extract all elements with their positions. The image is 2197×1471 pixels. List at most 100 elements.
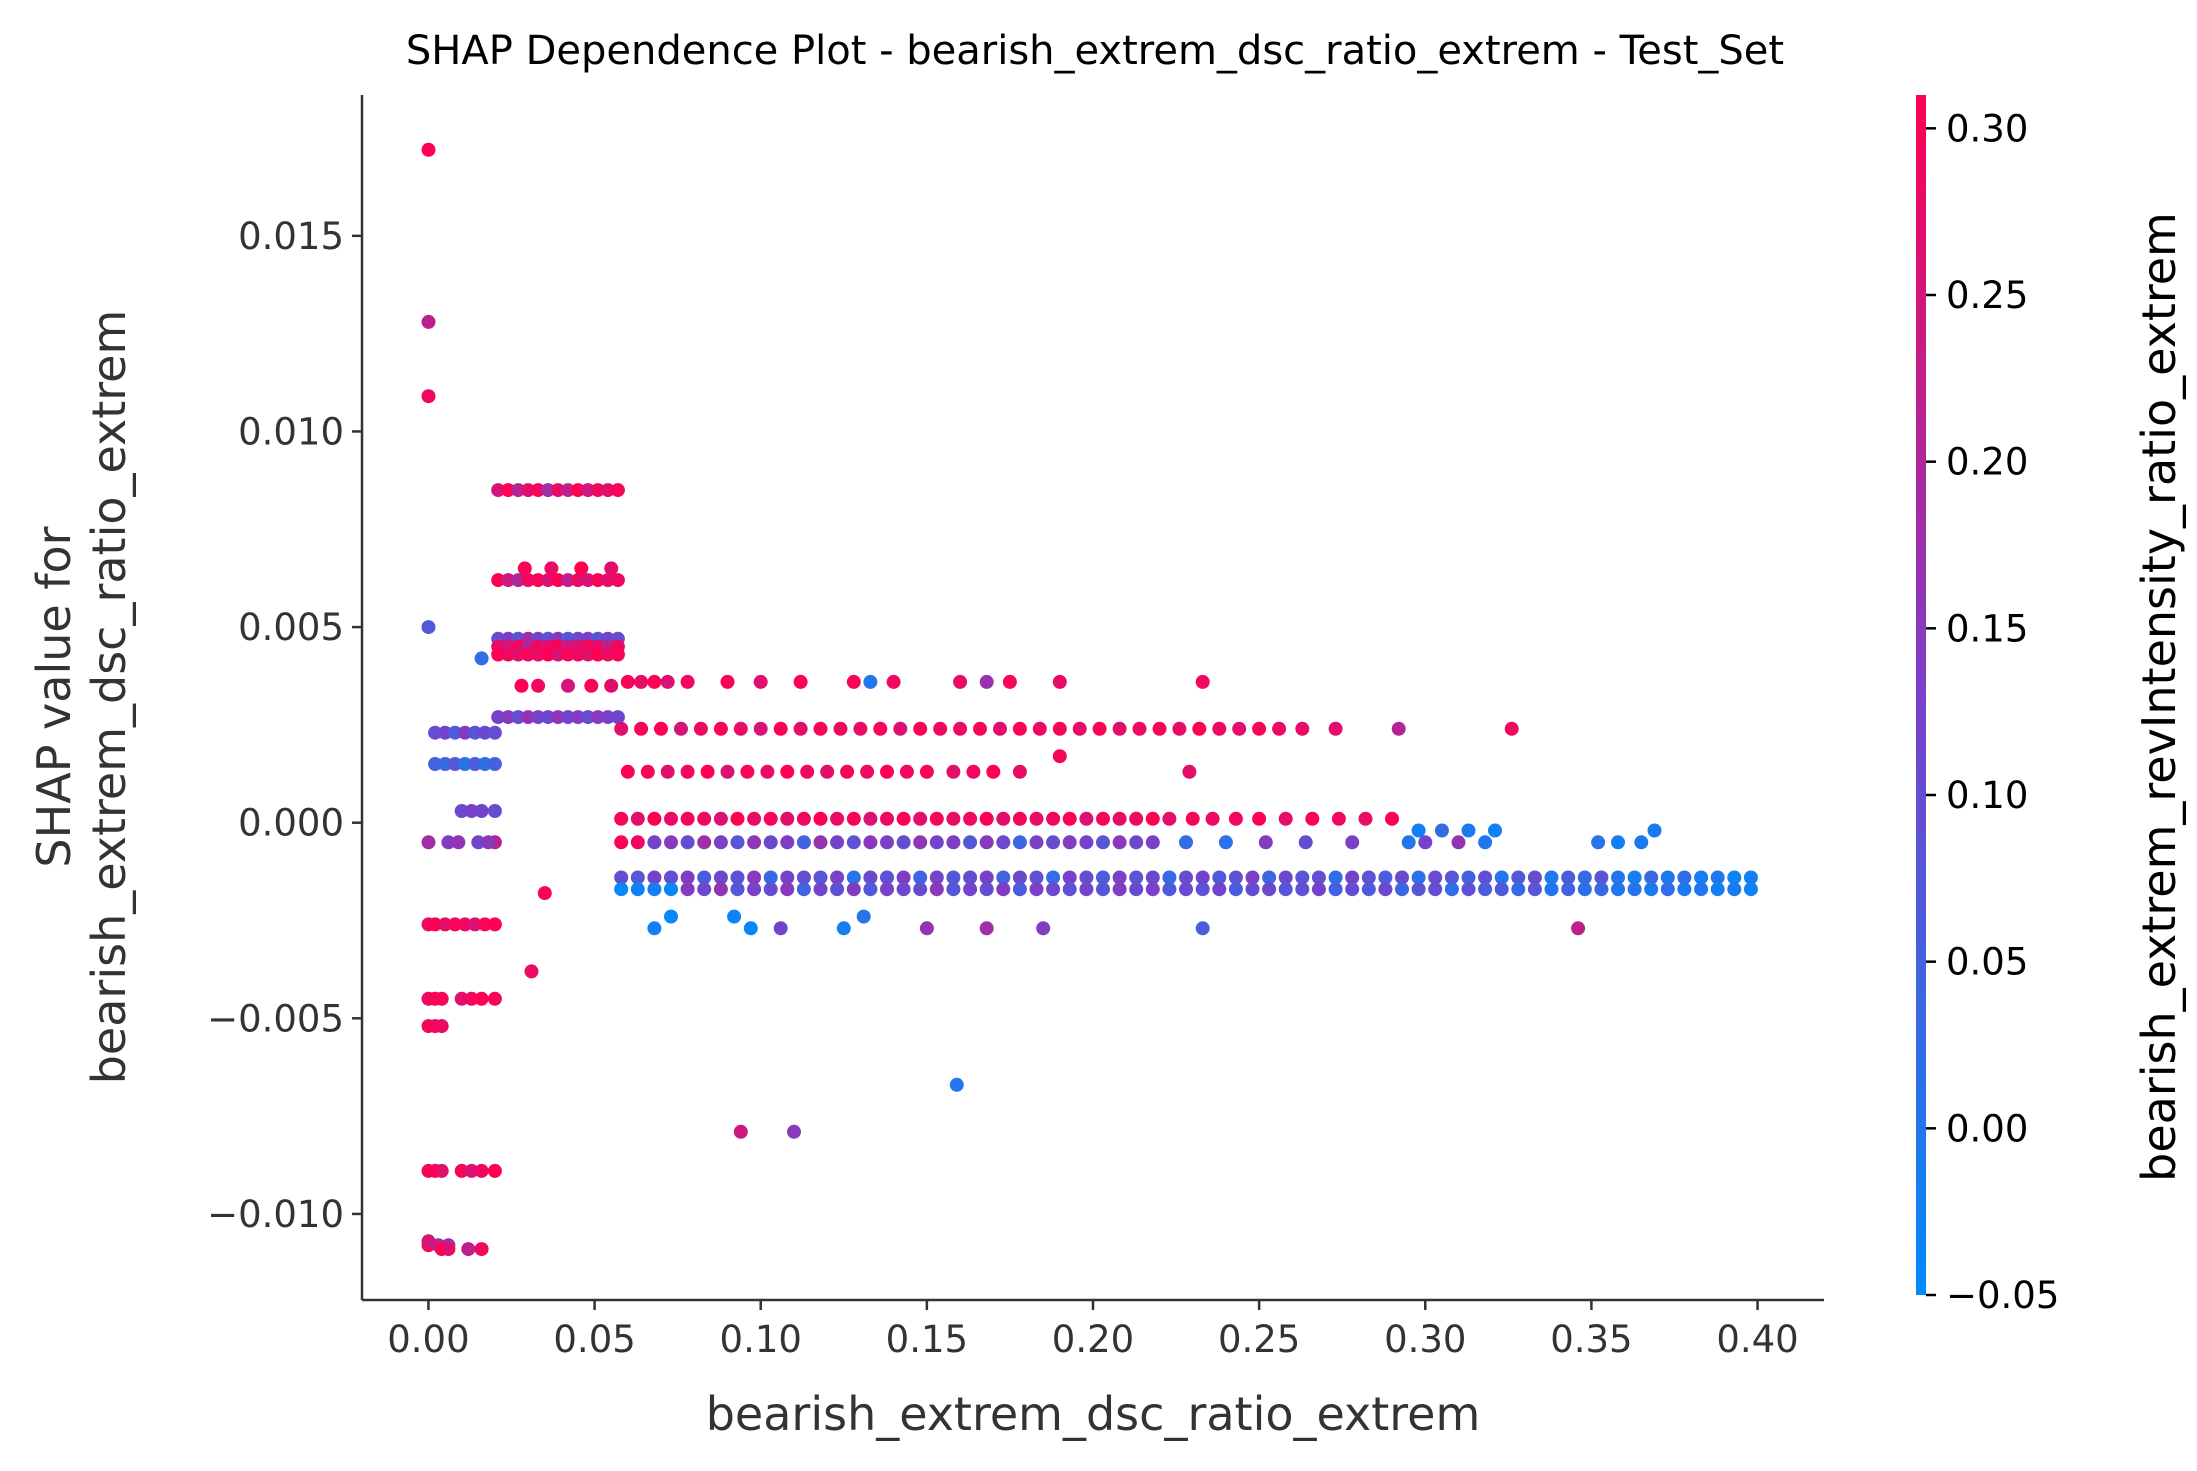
scatter-point bbox=[913, 811, 928, 826]
colorbar-tick-label: −0.05 bbox=[1946, 1274, 2059, 1317]
scatter-point bbox=[787, 1124, 801, 1139]
scatter-point bbox=[873, 721, 888, 736]
scatter-point bbox=[614, 811, 629, 826]
scatter-point bbox=[521, 710, 536, 725]
scatter-point bbox=[614, 882, 629, 897]
scatter-point bbox=[531, 483, 546, 498]
scatter-point bbox=[477, 917, 492, 932]
colorbar-tick-label: 0.30 bbox=[1946, 107, 2028, 150]
scatter-point bbox=[693, 721, 708, 736]
scatter-point bbox=[1252, 811, 1267, 826]
scatter-point bbox=[1478, 835, 1493, 850]
scatter-point bbox=[1245, 882, 1260, 897]
scatter-point bbox=[796, 835, 811, 850]
scatter-point bbox=[973, 721, 987, 736]
scatter-point bbox=[1079, 811, 1094, 826]
scatter-point bbox=[743, 921, 758, 936]
scatter-point bbox=[590, 483, 605, 498]
scatter-point bbox=[1428, 882, 1443, 897]
scatter-point bbox=[428, 757, 443, 771]
scatter-point bbox=[634, 674, 649, 689]
scatter-point bbox=[1129, 811, 1144, 826]
scatter-point bbox=[1145, 835, 1160, 850]
scatter-point bbox=[680, 882, 695, 897]
scatter-point bbox=[697, 835, 712, 850]
scatter-point bbox=[477, 757, 492, 771]
scatter-point bbox=[1504, 721, 1519, 736]
scatter-point bbox=[773, 721, 788, 736]
scatter-point bbox=[820, 764, 835, 779]
scatter-point bbox=[1305, 811, 1320, 826]
scatter-point bbox=[979, 674, 994, 689]
scatter-point bbox=[880, 811, 894, 826]
scatter-point bbox=[1112, 721, 1127, 736]
scatter-point bbox=[600, 483, 615, 498]
scatter-point bbox=[1345, 882, 1360, 897]
scatter-point bbox=[1311, 882, 1326, 897]
scatter-point bbox=[474, 1242, 489, 1257]
scatter-point bbox=[1488, 823, 1502, 838]
x-tick-label: 0.00 bbox=[387, 1318, 469, 1361]
scatter-point bbox=[1002, 674, 1017, 689]
scatter-point bbox=[1052, 721, 1067, 736]
scatter-point bbox=[600, 647, 615, 662]
x-tick-label: 0.15 bbox=[886, 1318, 968, 1361]
scatter-point bbox=[501, 710, 516, 725]
scatter-point bbox=[1162, 870, 1177, 885]
scatter-point bbox=[680, 811, 695, 826]
scatter-point bbox=[1461, 882, 1476, 897]
scatter-point bbox=[963, 870, 978, 885]
y-axis-label-group: SHAP value for bearish_extrem_dsc_ratio_… bbox=[27, 310, 136, 1085]
scatter-point bbox=[1145, 882, 1160, 897]
scatter-point bbox=[1278, 870, 1293, 885]
scatter-point bbox=[487, 991, 502, 1006]
scatter-point bbox=[800, 764, 815, 779]
scatter-point bbox=[630, 835, 645, 850]
scatter-point bbox=[1727, 870, 1742, 885]
scatter-point bbox=[1660, 882, 1675, 897]
scatter-point bbox=[1262, 882, 1277, 897]
scatter-point bbox=[720, 764, 735, 779]
scatter-point bbox=[600, 710, 615, 725]
scatter-point bbox=[531, 647, 546, 662]
scatter-point bbox=[1112, 835, 1127, 850]
scatter-point bbox=[441, 835, 456, 850]
scatter-point bbox=[580, 647, 595, 662]
scatter-point bbox=[571, 647, 585, 662]
scatter-point bbox=[1162, 882, 1177, 897]
x-tick-label: 0.30 bbox=[1384, 1318, 1466, 1361]
scatter-point bbox=[747, 870, 762, 885]
scatter-point bbox=[458, 757, 472, 771]
scatter-point bbox=[580, 710, 595, 725]
scatter-point bbox=[1228, 882, 1243, 897]
scatter-point bbox=[1012, 764, 1027, 779]
scatter-point bbox=[946, 870, 961, 885]
scatter-point bbox=[647, 811, 662, 826]
scatter-point bbox=[660, 764, 675, 779]
scatter-point bbox=[1358, 811, 1373, 826]
scatter-point bbox=[517, 561, 532, 576]
scatter-point bbox=[896, 835, 911, 850]
scatter-point bbox=[720, 674, 735, 689]
scatter-point bbox=[1182, 764, 1197, 779]
scatter-point bbox=[863, 835, 878, 850]
scatter-point bbox=[727, 909, 742, 924]
scatter-point bbox=[1252, 721, 1267, 736]
scatter-point bbox=[796, 811, 811, 826]
scatter-point bbox=[1272, 721, 1287, 736]
scatter-point bbox=[610, 573, 625, 588]
scatter-point bbox=[979, 921, 994, 936]
scatter-point bbox=[647, 921, 662, 936]
scatter-point bbox=[1295, 721, 1310, 736]
scatter-point bbox=[836, 921, 851, 936]
scatter-point bbox=[1694, 882, 1709, 897]
scatter-point bbox=[1461, 870, 1476, 885]
scatter-point bbox=[1478, 882, 1493, 897]
scatter-point bbox=[630, 811, 645, 826]
scatter-point bbox=[487, 804, 502, 818]
scatter-point bbox=[1644, 870, 1659, 885]
scatter-point bbox=[963, 882, 978, 897]
scatter-point bbox=[481, 835, 496, 850]
scatter-point bbox=[1544, 870, 1559, 885]
scatter-point bbox=[1298, 835, 1313, 850]
